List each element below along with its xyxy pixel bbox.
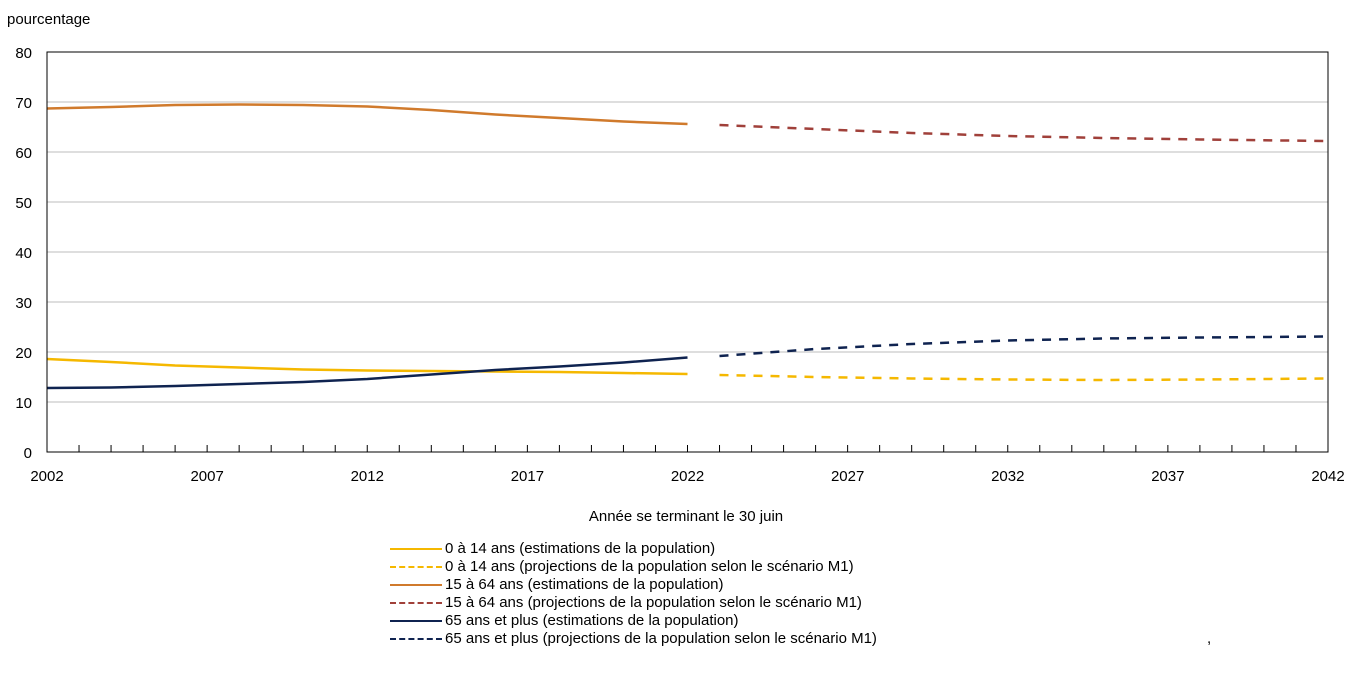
series-lines: [46, 103, 1329, 390]
legend-item: 15 à 64 ans (projections de la populatio…: [390, 594, 877, 612]
series-line-1: [46, 357, 688, 376]
y-tick-label: 60: [15, 145, 32, 162]
series-line-6: [719, 335, 1329, 358]
legend-item: 65 ans et plus (estimations de la popula…: [390, 612, 877, 630]
plot-area-frame: [46, 51, 1329, 453]
y-tick-label: 30: [15, 295, 32, 312]
legend-swatch: [390, 561, 442, 573]
x-tick-label: 2022: [671, 468, 704, 485]
x-tick-label: 2017: [511, 468, 544, 485]
y-tick-label: 50: [15, 195, 32, 212]
x-tick-label: 2042: [1311, 468, 1344, 485]
legend-swatch: [390, 615, 442, 627]
legend-label: 65 ans et plus (projections de la popula…: [445, 630, 877, 647]
legend: 0 à 14 ans (estimations de la population…: [390, 540, 877, 648]
x-axis-label: Année se terminant le 30 juin: [589, 508, 783, 525]
series-line-5: [46, 356, 688, 390]
x-axis-ticks: 2002 2007 2012 2017 2022 2027 2032 2037 2042: [30, 445, 1345, 485]
legend-item: 0 à 14 ans (projections de la population…: [390, 558, 877, 576]
legend-item: 65 ans et plus (projections de la popula…: [390, 630, 877, 648]
x-tick-label: 2027: [831, 468, 864, 485]
legend-label: 15 à 64 ans (estimations de la populatio…: [445, 576, 724, 593]
series-line-4: [719, 123, 1329, 143]
legend-item: 15 à 64 ans (estimations de la populatio…: [390, 576, 877, 594]
series-line-2: [719, 373, 1329, 382]
legend-swatch: [390, 543, 442, 555]
stray-comma: ,: [1207, 630, 1212, 647]
y-tick-label: 20: [15, 345, 32, 362]
legend-swatch: [390, 633, 442, 645]
legend-label: 65 ans et plus (estimations de la popula…: [445, 612, 739, 629]
y-tick-label: 0: [24, 445, 32, 462]
legend-swatch: [390, 597, 442, 609]
x-tick-label: 2007: [190, 468, 223, 485]
x-tick-label: 2037: [1151, 468, 1184, 485]
y-axis-label: pourcentage: [7, 11, 90, 28]
y-tick-label: 40: [15, 245, 32, 262]
legend-label: 0 à 14 ans (estimations de la population…: [445, 540, 716, 557]
y-tick-label: 80: [15, 45, 32, 62]
legend-item: 0 à 14 ans (estimations de la population…: [390, 540, 877, 558]
y-tick-label: 70: [15, 95, 32, 112]
y-tick-label: 10: [15, 395, 32, 412]
grid-lines: [47, 101, 1328, 403]
legend-swatch: [390, 579, 442, 591]
series-line-3: [46, 103, 688, 126]
legend-label: 15 à 64 ans (projections de la populatio…: [445, 594, 862, 611]
legend-label: 0 à 14 ans (projections de la population…: [445, 558, 854, 575]
x-tick-label: 2002: [30, 468, 63, 485]
x-tick-label: 2032: [991, 468, 1024, 485]
y-axis-ticks: 0 10 20 30 40 50 60 70 80: [15, 45, 32, 462]
x-tick-label: 2012: [351, 468, 384, 485]
